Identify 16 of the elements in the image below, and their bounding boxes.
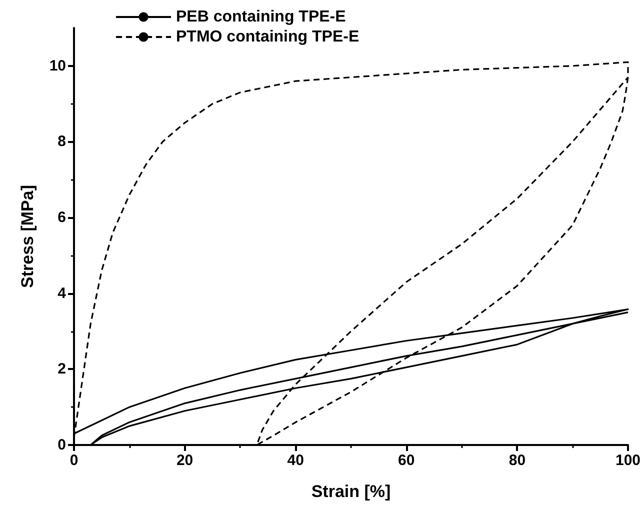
x-tick-label: 60 <box>398 452 415 469</box>
y-tick-label: 6 <box>58 209 66 226</box>
x-tick-label: 0 <box>70 452 78 469</box>
x-tick-label: 80 <box>508 452 526 469</box>
y-axis-title: Stress [MPa] <box>18 185 37 288</box>
legend-label: PTMO containing TPE-E <box>176 28 360 46</box>
y-tick-label: 2 <box>58 360 66 378</box>
x-tick-label: 40 <box>287 452 304 469</box>
y-tick-label: 0 <box>58 436 66 454</box>
y-tick-label: 8 <box>58 133 66 150</box>
y-tick-label: 10 <box>49 57 66 74</box>
x-tick-label: 20 <box>176 452 194 469</box>
x-tick-label: 100 <box>615 452 641 469</box>
legend-label: PEB containing TPE-E <box>176 8 346 26</box>
y-tick-label: 4 <box>58 284 67 302</box>
x-axis-title: Strain [%] <box>311 482 391 501</box>
